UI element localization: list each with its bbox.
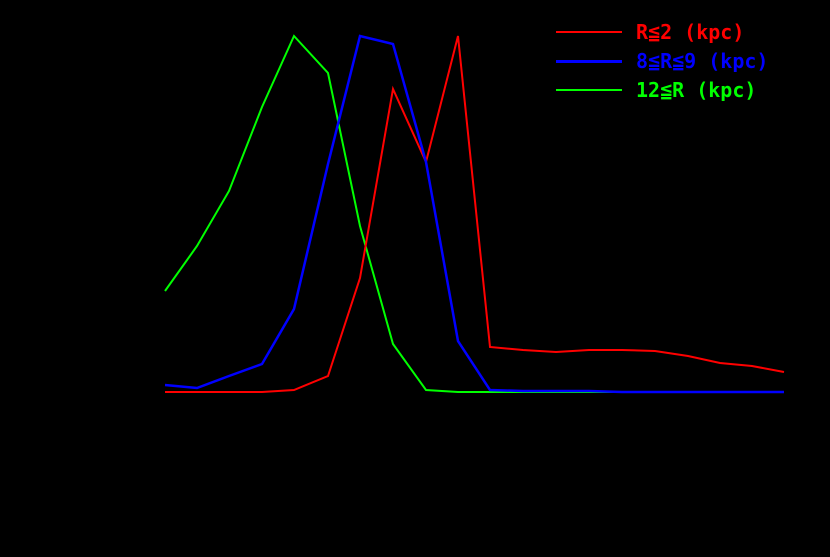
- legend-item-r-le-2: R≦2 (kpc): [556, 18, 816, 47]
- series-line-0: [165, 35, 785, 393]
- legend-swatch-blue: [556, 60, 622, 63]
- series-group: [164, 34, 785, 394]
- legend: R≦2 (kpc) 8≦R≦9 (kpc) 12≦R (kpc): [556, 18, 816, 105]
- legend-item-8-le-r-le-9: 8≦R≦9 (kpc): [556, 47, 816, 76]
- legend-label: 8≦R≦9 (kpc): [636, 49, 769, 73]
- legend-swatch-red: [556, 31, 622, 33]
- legend-label: R≦2 (kpc): [636, 20, 745, 44]
- series-line-1: [164, 34, 784, 394]
- legend-swatch-green: [556, 89, 622, 91]
- legend-item-12-le-r: 12≦R (kpc): [556, 76, 816, 105]
- legend-label: 12≦R (kpc): [636, 78, 757, 102]
